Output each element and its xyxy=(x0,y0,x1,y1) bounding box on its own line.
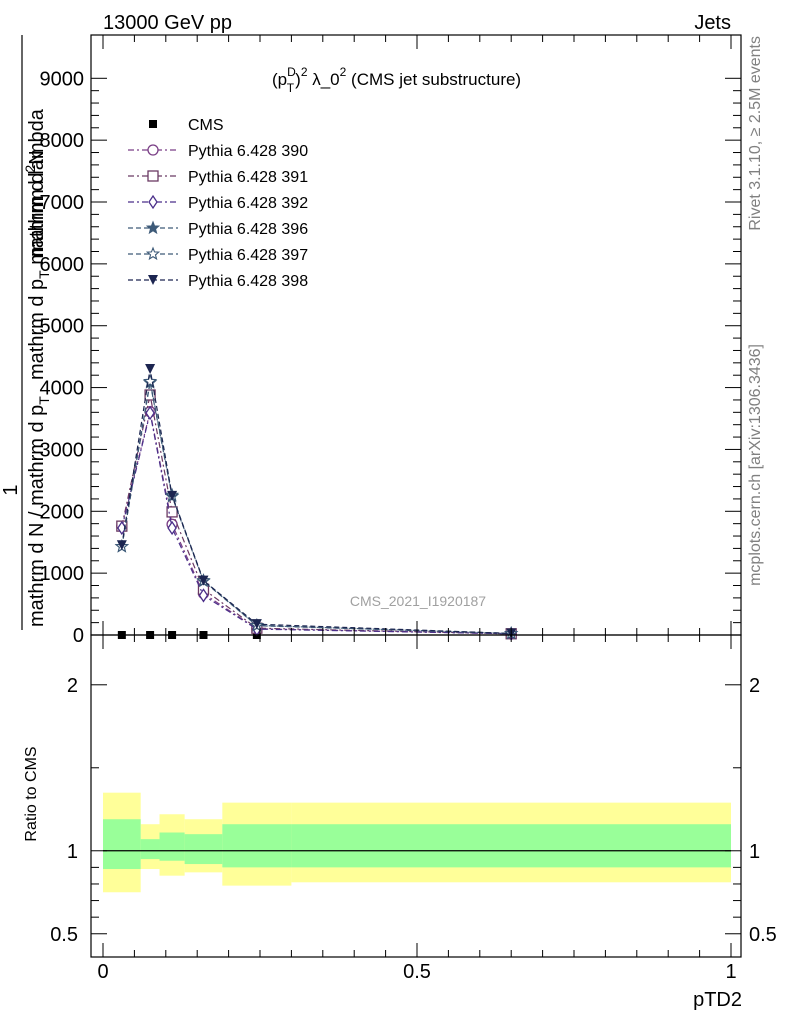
ylabel-line3-post: N xyxy=(26,150,48,164)
ratio-y-ticks: 0.5 0.5 1 1 2 2 xyxy=(50,675,777,946)
ylabel-line1-text: mathrm d N / mathrm d p xyxy=(26,405,48,627)
legend-marker-3 xyxy=(148,194,158,210)
ratio-band-1sigma xyxy=(291,824,731,868)
title-end: (CMS jet substructure) xyxy=(346,70,521,89)
data-point-series-6 xyxy=(251,619,262,630)
data-point-series-5 xyxy=(142,373,158,388)
title-sup1: D xyxy=(287,65,296,79)
main-data-layer xyxy=(114,364,519,641)
main-y-ticks: 0 1000 2000 3000 4000 5000 6000 7000 8000 9000 xyxy=(40,68,741,647)
watermark: CMS_2021_I1920187 xyxy=(350,593,486,609)
ylabel-line1: mathrm d N / mathrm d pT xyxy=(26,396,52,627)
legend-label-4: Pythia 6.428 396 xyxy=(188,221,308,238)
x-axis-label: pTD2 xyxy=(693,989,742,1011)
data-point-series-6 xyxy=(145,364,156,375)
main-y-tick-label: 1000 xyxy=(40,563,85,585)
ylabel-line2-post: mathrm d lambda xyxy=(26,108,48,270)
series-line-2 xyxy=(121,394,512,635)
ratio-bands xyxy=(103,792,731,893)
legend-label-6: Pythia 6.428 398 xyxy=(188,273,308,290)
title-sub1: T xyxy=(287,81,295,95)
main-y-tick-label: 3000 xyxy=(40,439,85,461)
ylabel-line2-text: mathrm d p xyxy=(26,279,48,380)
main-panel: 0 1000 2000 3000 4000 5000 6000 7000 8000 9000 CM… xyxy=(0,34,742,647)
main-y-tick-label: 6000 xyxy=(40,254,85,276)
ylabel-numerator: 1 xyxy=(0,484,22,495)
ratio-frame xyxy=(90,634,742,958)
legend-label-0: CMS xyxy=(188,117,224,134)
legend-marker-2 xyxy=(147,170,159,182)
ratio-y-tick-label-right: 0.5 xyxy=(749,924,777,946)
main-y-tick-label: 7000 xyxy=(40,192,85,214)
ratio-y-tick-label-left: 2 xyxy=(67,675,78,697)
ratio-panel: 0.5 0.51 12 2 0 0.5 1 Ratio to CMS pTD2 xyxy=(23,634,777,1011)
ratio-band-1sigma xyxy=(103,819,141,870)
ratio-y-tick-label-right: 2 xyxy=(749,675,760,697)
ylabel-line2: mathrm d pT mathrm d lambda xyxy=(26,108,52,380)
ylabel-line2-sub: T xyxy=(36,270,52,279)
data-point-series-3 xyxy=(145,405,155,421)
main-y-tick-label: 2000 xyxy=(40,501,85,523)
main-y-tick-label: 9000 xyxy=(40,68,85,90)
title-post: λ_0 xyxy=(308,70,340,89)
ratio-x-tick-label: 0 xyxy=(97,961,108,983)
ratio-y-axis-label: Ratio to CMS xyxy=(23,746,40,841)
legend-label-5: Pythia 6.428 397 xyxy=(188,247,308,264)
rivet-label: Rivet 3.1.10, ≥ 2.5M events xyxy=(747,36,764,231)
main-y-tick-label: 8000 xyxy=(40,130,85,152)
ratio-band-1sigma xyxy=(140,839,160,860)
data-point-series-3 xyxy=(198,588,209,603)
ratio-band-1sigma xyxy=(159,832,185,861)
main-y-tick-label: 5000 xyxy=(40,316,85,338)
main-x-ticks xyxy=(102,35,732,635)
ratio-x-tick-label: 0.5 xyxy=(403,961,431,983)
mcplots-label: mcplots.cern.ch [arXiv:1306.3436] xyxy=(747,344,764,586)
title-mid: ) xyxy=(295,70,301,89)
ratio-x-tick-label: 1 xyxy=(725,961,736,983)
legend-label-2: Pythia 6.428 391 xyxy=(188,169,308,186)
ylabel-line1-sub: T xyxy=(36,396,52,405)
series-line-3 xyxy=(121,412,512,635)
legend-marker-5 xyxy=(145,246,161,261)
data-point-series-6 xyxy=(116,540,127,551)
ratio-band-1sigma xyxy=(184,834,223,865)
main-y-tick-label: 4000 xyxy=(40,378,85,400)
ratio-y-tick-label-left: 0.5 xyxy=(50,924,78,946)
data-point-series-3 xyxy=(167,520,177,536)
header-right: Jets xyxy=(694,12,731,34)
ylabel-line3-sup: 2 xyxy=(22,165,38,173)
legend-marker-6 xyxy=(148,275,158,285)
series-line-6 xyxy=(121,368,512,635)
legend-label-1: Pythia 6.428 390 xyxy=(188,143,308,160)
ylabel-line3-text: mathrm d xyxy=(26,173,48,257)
ratio-x-ticks: 0 0.5 1 xyxy=(97,635,737,983)
legend-marker-0 xyxy=(149,120,157,128)
legend-marker-4 xyxy=(145,220,161,235)
title-pre: (p xyxy=(272,70,287,89)
main-y-tick-label: 0 xyxy=(73,625,84,647)
main-title: (pD T)2 λ_02 (CMS jet substructure) xyxy=(272,65,521,95)
ratio-y-tick-label-left: 1 xyxy=(67,841,78,863)
legend-label-3: Pythia 6.428 392 xyxy=(188,195,308,212)
ratio-y-tick-label-right: 1 xyxy=(749,841,760,863)
ylabel-line3: mathrm d2N xyxy=(22,150,48,257)
title-sup2: 2 xyxy=(301,65,308,79)
data-point-series-6 xyxy=(167,490,178,501)
title-sup3: 2 xyxy=(340,65,347,79)
data-point-series-2 xyxy=(166,506,178,518)
ratio-band-1sigma xyxy=(222,824,292,868)
header-left: 13000 GeV pp xyxy=(103,12,232,34)
main-y-axis-label: 1 mathrm d N / mathrm d pT mathrm d pT m… xyxy=(0,35,52,630)
legend-marker-1 xyxy=(147,144,159,156)
legend: CMS Pythia 6.428 390 Pythia 6.428 391 Pythi… xyxy=(128,117,308,290)
data-point-series-6 xyxy=(198,575,209,586)
